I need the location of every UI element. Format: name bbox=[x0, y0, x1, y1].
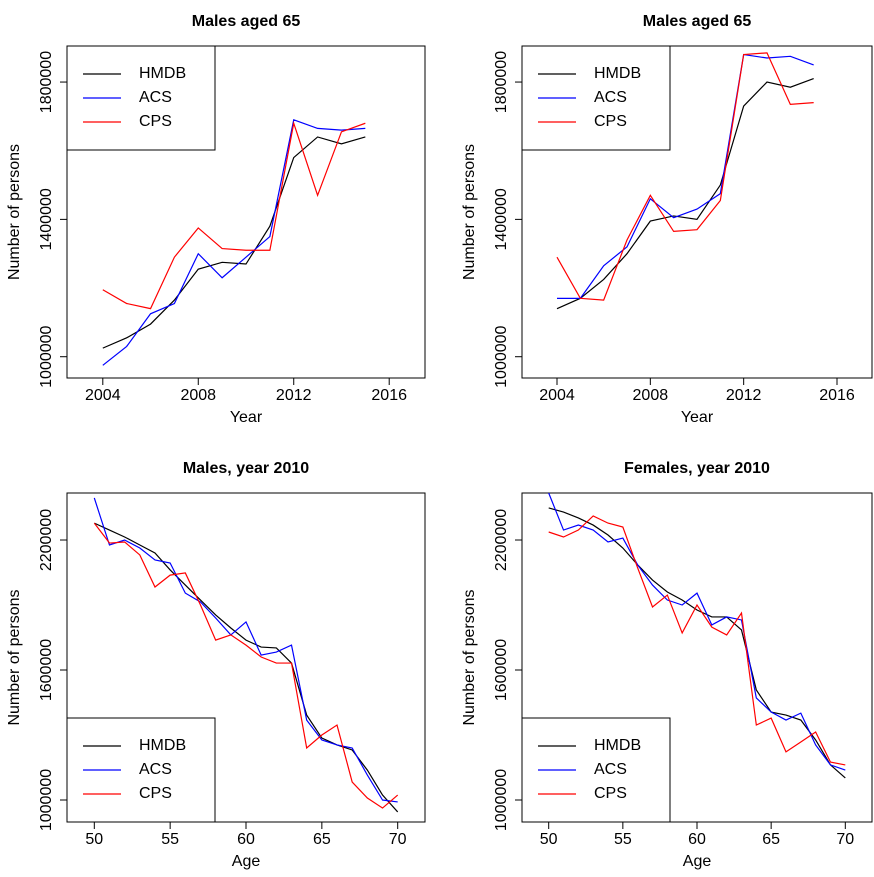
series-line bbox=[93, 522, 399, 809]
legend-label: CPS bbox=[139, 113, 172, 130]
x-axis-label: Year bbox=[230, 409, 263, 426]
x-tick-label: 2012 bbox=[276, 387, 312, 404]
x-tick-label: 50 bbox=[540, 831, 558, 848]
y-axis-label: Number of persons bbox=[6, 144, 23, 280]
y-tick-label: 1000000 bbox=[38, 769, 55, 831]
y-axis-label: Number of persons bbox=[6, 589, 23, 725]
y-tick-label: 1800000 bbox=[493, 51, 510, 113]
x-tick-label: 60 bbox=[688, 831, 706, 848]
x-tick-label: 70 bbox=[389, 831, 407, 848]
x-axis-label: Age bbox=[232, 853, 261, 870]
series-line bbox=[102, 120, 366, 310]
y-axis-label: Number of persons bbox=[461, 144, 478, 280]
legend-label: ACS bbox=[594, 761, 627, 778]
x-tick-label: 2004 bbox=[85, 387, 121, 404]
x-tick-label: 2008 bbox=[180, 387, 216, 404]
y-tick-label: 1600000 bbox=[493, 639, 510, 701]
legend-label: HMDB bbox=[139, 737, 186, 754]
x-tick-label: 60 bbox=[237, 831, 255, 848]
legend-label: CPS bbox=[594, 113, 627, 130]
x-tick-label: 2004 bbox=[539, 387, 575, 404]
legend-label: CPS bbox=[139, 785, 172, 802]
y-tick-label: 1600000 bbox=[38, 639, 55, 701]
y-tick-label: 1000000 bbox=[493, 325, 510, 387]
x-tick-label: 2012 bbox=[726, 387, 762, 404]
x-tick-label: 50 bbox=[85, 831, 103, 848]
x-tick-label: 55 bbox=[161, 831, 179, 848]
chart-title: Males aged 65 bbox=[192, 13, 301, 30]
y-axis-label: Number of persons bbox=[461, 589, 478, 725]
series-line bbox=[548, 492, 846, 771]
y-tick-label: 1400000 bbox=[38, 188, 55, 250]
y-tick-label: 2200000 bbox=[38, 509, 55, 571]
legend-label: HMDB bbox=[139, 65, 186, 82]
series-line bbox=[94, 522, 399, 813]
x-tick-label: 2016 bbox=[819, 387, 855, 404]
plot-box bbox=[521, 45, 873, 379]
x-tick-label: 55 bbox=[614, 831, 632, 848]
y-tick-label: 1400000 bbox=[493, 188, 510, 250]
legend-label: ACS bbox=[139, 89, 172, 106]
series-line bbox=[556, 78, 814, 310]
y-tick-label: 1800000 bbox=[38, 51, 55, 113]
legend-label: ACS bbox=[139, 761, 172, 778]
legend-label: HMDB bbox=[594, 737, 641, 754]
series-line bbox=[548, 515, 846, 766]
chart-title: Females, year 2010 bbox=[624, 460, 770, 477]
series-line bbox=[548, 507, 846, 779]
x-tick-label: 2008 bbox=[633, 387, 669, 404]
series-line bbox=[102, 136, 366, 349]
series-line bbox=[557, 53, 814, 299]
x-axis-label: Year bbox=[681, 409, 714, 426]
legend-label: CPS bbox=[594, 785, 627, 802]
y-tick-label: 1000000 bbox=[493, 769, 510, 831]
chart-title: Males, year 2010 bbox=[183, 460, 309, 477]
plot-box bbox=[66, 45, 426, 379]
x-axis-label: Age bbox=[683, 853, 712, 870]
chart-title: Males aged 65 bbox=[643, 13, 752, 30]
y-tick-label: 1000000 bbox=[38, 325, 55, 387]
legend-label: HMDB bbox=[594, 65, 641, 82]
series-line bbox=[102, 119, 366, 366]
x-tick-label: 65 bbox=[762, 831, 780, 848]
x-tick-label: 70 bbox=[836, 831, 854, 848]
y-tick-label: 2200000 bbox=[493, 509, 510, 571]
x-tick-label: 65 bbox=[313, 831, 331, 848]
series-line bbox=[556, 52, 814, 301]
legend-label: ACS bbox=[594, 89, 627, 106]
x-tick-label: 2016 bbox=[371, 387, 407, 404]
series-line bbox=[93, 497, 398, 803]
